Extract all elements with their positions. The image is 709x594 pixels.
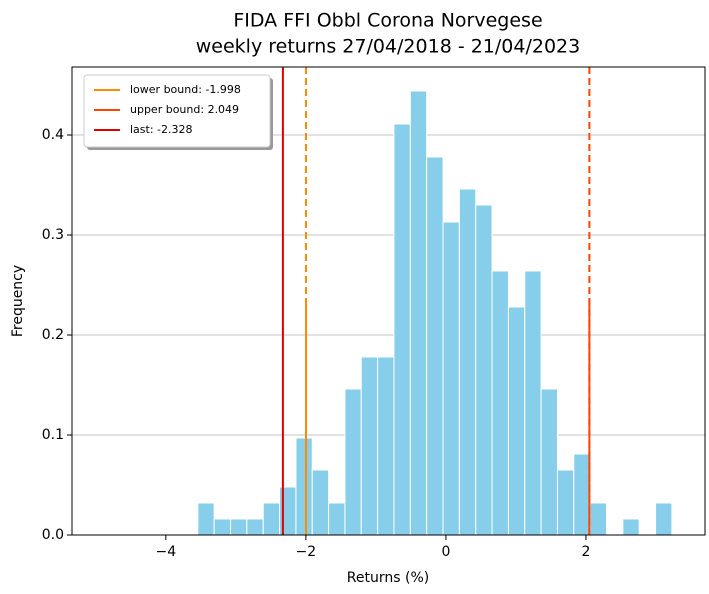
bar (507, 306, 526, 536)
bar (442, 221, 460, 536)
bar (458, 188, 477, 536)
legend-label: last: -2.328 (130, 123, 193, 136)
bar (475, 204, 493, 536)
y-tick-label: 0.4 (42, 127, 64, 143)
bar (311, 469, 330, 536)
y-tick-label: 0.1 (42, 427, 64, 443)
y-tick-label: 0.0 (42, 527, 64, 543)
legend-label: upper bound: 2.049 (130, 103, 239, 116)
y-tick-label: 0.2 (42, 327, 64, 343)
bar (344, 388, 362, 536)
bar (573, 453, 591, 536)
bar (197, 502, 215, 536)
bar (246, 518, 264, 536)
bar (540, 388, 558, 536)
bar (409, 90, 428, 536)
bar (230, 518, 248, 536)
chart-title: FIDA FFI Obbl Corona Norvegese (233, 10, 542, 32)
bar (328, 502, 346, 536)
bar (556, 469, 575, 536)
bar (491, 270, 509, 536)
legend-box (83, 74, 271, 148)
bar (213, 518, 232, 536)
x-tick-label: −4 (156, 544, 177, 560)
bar (589, 502, 607, 536)
bar (262, 502, 281, 536)
bar (377, 356, 395, 536)
bar (524, 270, 542, 536)
bar (360, 356, 379, 536)
x-tick-label: 2 (582, 544, 591, 560)
bar (655, 502, 673, 536)
y-axis-label: Frequency (10, 265, 26, 337)
chart-subtitle: weekly returns 27/04/2018 - 21/04/2023 (196, 36, 580, 58)
bar (622, 518, 640, 536)
x-tick-label: 0 (441, 544, 450, 560)
bar (393, 123, 411, 536)
y-tick-label: 0.3 (42, 227, 64, 243)
legend-label: lower bound: -1.998 (130, 83, 241, 96)
bar (295, 437, 313, 536)
x-axis-label: Returns (%) (347, 570, 429, 586)
plot-frame (71, 66, 706, 536)
x-tick-label: −2 (296, 544, 317, 560)
bar (426, 156, 444, 536)
